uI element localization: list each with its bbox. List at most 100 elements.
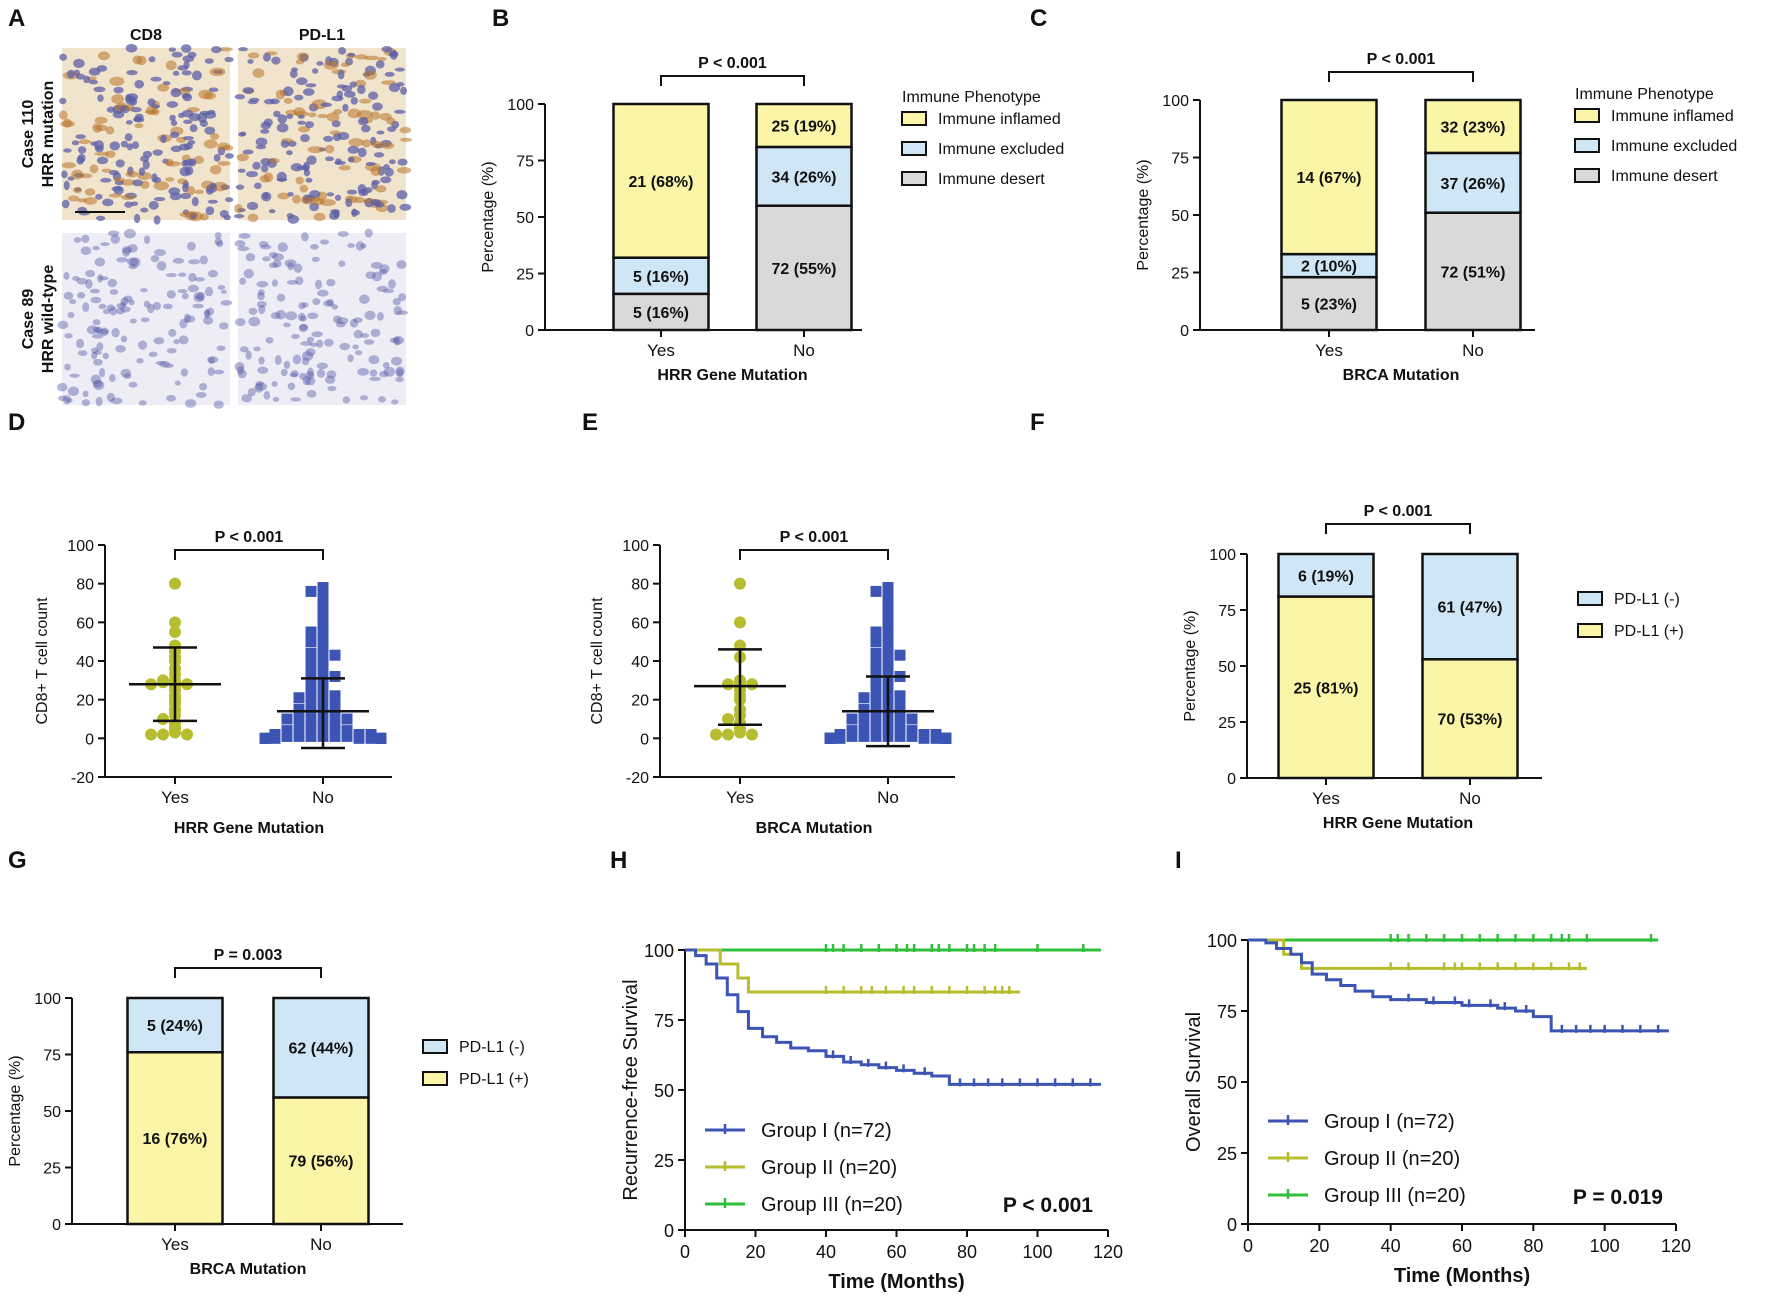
- nucleus-mark: [122, 247, 131, 257]
- panel-b: B 0 25 50 75 100 5 (16%) 5 (16%) 21 (68%) Yes 72 (…: [480, 5, 1064, 384]
- nucleus-mark: [96, 215, 106, 221]
- nucleus-mark: [255, 137, 268, 147]
- nucleus-mark: [214, 237, 223, 246]
- stain-mark: [329, 130, 341, 135]
- nucleus-mark: [199, 255, 209, 265]
- nucleus-mark: [309, 190, 321, 199]
- nucleus-mark: [360, 243, 367, 249]
- nucleus-mark: [297, 114, 305, 119]
- nucleus-mark: [314, 279, 323, 290]
- nucleus-mark: [170, 87, 182, 98]
- nucleus-mark: [387, 126, 397, 132]
- y-tick-label: -20: [626, 770, 649, 787]
- nucleus-mark: [297, 120, 306, 125]
- data-point: [157, 728, 169, 741]
- nucleus-mark: [75, 73, 86, 80]
- stain-mark: [199, 213, 209, 221]
- nucleus-mark: [76, 338, 85, 349]
- nucleus-mark: [168, 328, 177, 337]
- nucleus-mark: [380, 176, 392, 184]
- nucleus-mark: [355, 241, 365, 251]
- nucleus-mark: [324, 156, 335, 162]
- y-tick-label: 0: [525, 323, 534, 340]
- nucleus-mark: [371, 179, 380, 185]
- stain-mark: [307, 146, 324, 154]
- data-point: [259, 732, 271, 744]
- data-point: [293, 730, 305, 742]
- nucleus-mark: [363, 339, 375, 345]
- x-axis-label: BRCA Mutation: [190, 1261, 307, 1278]
- nucleus-mark: [148, 200, 159, 210]
- y-tick-label: 100: [622, 538, 649, 555]
- nucleus-mark: [154, 249, 166, 257]
- data-point: [870, 730, 882, 742]
- nucleus-mark: [93, 358, 103, 366]
- nucleus-mark: [205, 206, 215, 216]
- nucleus-mark: [116, 257, 128, 263]
- data-point: [894, 730, 906, 742]
- x-tick-label: 120: [1093, 1242, 1123, 1262]
- nucleus-mark: [239, 346, 249, 353]
- nucleus-mark: [106, 304, 115, 311]
- nucleus-mark: [172, 70, 180, 76]
- stain-mark: [89, 164, 99, 174]
- nucleus-mark: [236, 366, 245, 375]
- y-axis-label: CD8+ T cell count: [34, 597, 51, 725]
- nucleus-mark: [81, 234, 90, 243]
- nucleus-mark: [207, 199, 218, 204]
- nucleus-mark: [301, 357, 310, 366]
- nucleus-mark: [248, 316, 261, 327]
- nucleus-mark: [120, 368, 132, 378]
- nucleus-mark: [268, 251, 278, 259]
- bar-segment: [272, 996, 370, 1099]
- nucleus-mark: [299, 372, 307, 380]
- stain-mark: [236, 153, 250, 162]
- nucleus-mark: [263, 118, 273, 127]
- stain-mark: [361, 139, 372, 148]
- nucleus-mark: [276, 171, 287, 182]
- nucleus-mark: [365, 161, 376, 167]
- stain-mark: [355, 54, 368, 60]
- y-tick-label: 100: [67, 538, 94, 555]
- nucleus-mark: [177, 65, 189, 71]
- nucleus-mark: [194, 277, 205, 282]
- nucleus-mark: [128, 97, 138, 106]
- nucleus-mark: [209, 182, 217, 189]
- data-point: [824, 732, 836, 744]
- x-tick-label: 100: [1590, 1236, 1620, 1256]
- stain-mark: [104, 150, 116, 158]
- data-point: [375, 732, 387, 744]
- nucleus-mark: [185, 399, 197, 408]
- nucleus-mark: [393, 306, 403, 316]
- nucleus-mark: [166, 347, 177, 354]
- legend-swatch: [422, 1039, 448, 1054]
- segment-label: 32 (23%): [1441, 119, 1506, 136]
- nucleus-mark: [368, 355, 380, 365]
- nucleus-mark: [217, 285, 226, 290]
- nucleus-mark: [160, 134, 167, 144]
- nucleus-mark: [376, 130, 385, 135]
- nucleus-mark: [265, 337, 274, 344]
- nucleus-mark: [395, 376, 404, 383]
- nucleus-mark: [301, 302, 309, 308]
- nucleus-mark: [290, 163, 303, 172]
- nucleus-mark: [368, 91, 379, 100]
- x-tick-label: No: [793, 341, 815, 360]
- nucleus-mark: [179, 318, 188, 329]
- nucleus-mark: [243, 268, 254, 279]
- x-tick-label: 100: [1022, 1242, 1052, 1262]
- nucleus-mark: [234, 240, 246, 247]
- nucleus-mark: [316, 362, 328, 370]
- segment-label: 21 (68%): [629, 174, 694, 191]
- y-tick-label: 100: [1209, 547, 1236, 564]
- nucleus-mark: [120, 335, 128, 343]
- nucleus-mark: [302, 164, 309, 172]
- legend-swatch: [1574, 138, 1600, 153]
- x-tick-label: 40: [816, 1242, 836, 1262]
- stain-mark: [275, 89, 286, 100]
- stain-mark: [209, 67, 226, 77]
- stain-mark: [194, 189, 205, 195]
- y-tick-label: 75: [1217, 1002, 1237, 1022]
- y-tick-label: -20: [71, 770, 94, 787]
- data-point: [870, 647, 882, 659]
